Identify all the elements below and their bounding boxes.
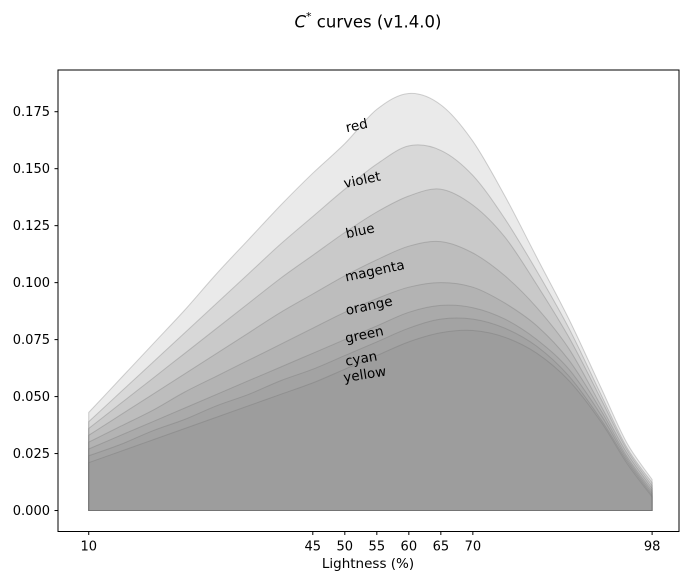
series-fill-red xyxy=(88,92,653,511)
y-tick-label: 0.000 xyxy=(13,504,50,519)
title-superscript: * xyxy=(306,10,312,23)
series-fill-orange xyxy=(88,282,653,511)
series-fill-cyan xyxy=(88,317,653,511)
x-tick-label: 10 xyxy=(80,540,97,555)
curve-label-cyan: cyan xyxy=(344,348,379,369)
y-tick-label: 0.100 xyxy=(13,276,50,291)
x-tick-label: 55 xyxy=(369,540,386,555)
series-fill-blue xyxy=(88,188,653,511)
title-math-var: C xyxy=(294,12,307,32)
chart-title: C* curves (v1.4.0) xyxy=(294,10,442,32)
y-tick-label: 0.050 xyxy=(13,390,50,405)
title-text: curves (v1.4.0) xyxy=(311,12,442,32)
x-tick-label: 50 xyxy=(337,540,354,555)
y-tick-label: 0.150 xyxy=(13,162,50,177)
curve-label-red: red xyxy=(344,116,369,136)
x-axis-label: Lightness (%) xyxy=(321,556,415,572)
curve-label-green: green xyxy=(344,323,385,347)
y-tick-label: 0.175 xyxy=(13,105,50,120)
x-tick-label: 65 xyxy=(433,540,450,555)
series-fill-violet xyxy=(88,144,653,511)
curve-label-yellow: yellow xyxy=(342,364,387,387)
y-tick-label: 0.075 xyxy=(13,333,50,348)
x-tick-label: 60 xyxy=(401,540,418,555)
x-tick-label: 70 xyxy=(465,540,482,555)
curve-label-violet: violet xyxy=(342,169,382,192)
x-tick-label: 45 xyxy=(305,540,322,555)
plot-frame xyxy=(57,69,680,532)
series-fill-magenta xyxy=(88,240,653,511)
y-tick-label: 0.025 xyxy=(13,447,50,462)
series-fill-green xyxy=(88,304,653,511)
x-tick-label: 98 xyxy=(644,540,661,555)
curve-label-blue: blue xyxy=(344,220,376,242)
y-tick-label: 0.125 xyxy=(13,219,50,234)
series-fill-yellow xyxy=(88,329,653,511)
